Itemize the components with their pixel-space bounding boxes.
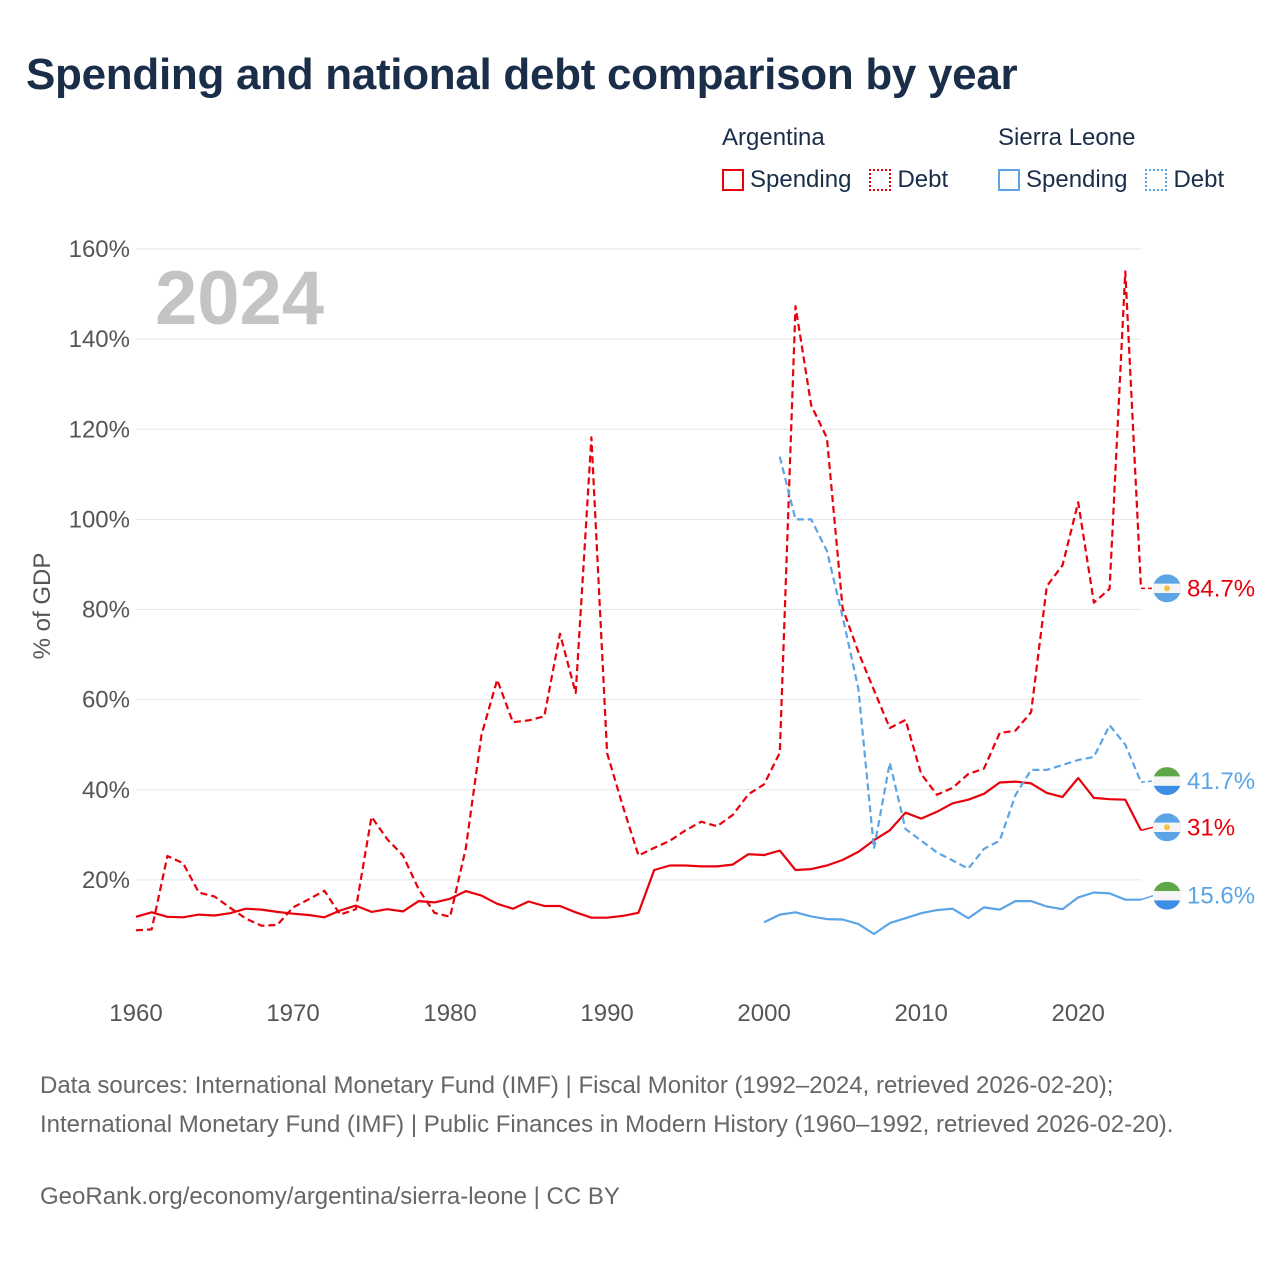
legend-label-sierra-leone-spending: Spending [1026, 166, 1128, 193]
x-tick-label: 1980 [423, 1000, 476, 1027]
y-tick-label: 60% [82, 687, 130, 714]
legend-sierra-leone-title: Sierra Leone [998, 124, 1136, 151]
legend-argentina: Argentina Spending Debt [722, 124, 966, 194]
legend-swatch-sierra-leone-spending [998, 169, 1020, 191]
end-label-connector [1140, 826, 1154, 832]
series-line-sierra-leone-debt[interactable] [778, 456, 1143, 870]
y-tick-label: 140% [69, 326, 130, 353]
year-watermark: 2024 [155, 256, 324, 341]
legend-sierra-leone-spending[interactable]: Spending [998, 166, 1127, 194]
argentina-flag-icon [1153, 574, 1181, 603]
legend-argentina-title: Argentina [722, 124, 825, 151]
sierra-leone-flag-icon [1153, 881, 1181, 910]
series-line-sierra-leone-spending[interactable] [763, 891, 1141, 936]
y-tick-label: 100% [69, 506, 130, 533]
legend-sierra-leone: Sierra Leone Spending Debt [998, 124, 1242, 194]
y-tick-label: 80% [82, 597, 130, 624]
y-tick-label: 160% [69, 236, 130, 263]
x-tick-label: 1970 [266, 1000, 319, 1027]
y-tick-label: 40% [82, 777, 130, 804]
y-tick-label: 20% [82, 867, 130, 894]
series-lines [135, 270, 1143, 936]
end-label-connector [1140, 894, 1154, 901]
end-value-label: 15.6% [1187, 883, 1255, 910]
legend-swatch-argentina-debt [869, 169, 892, 191]
legend-argentina-debt[interactable]: Debt [869, 166, 948, 194]
x-axis-ticks: 1960 1970 1980 1990 2000 2010 2020 [109, 1000, 1105, 1027]
legend-label-sierra-leone-debt: Debt [1173, 166, 1225, 193]
legend-label-argentina-spending: Spending [750, 166, 852, 193]
argentina-flag-icon [1153, 813, 1181, 842]
x-tick-label: 1960 [109, 1000, 162, 1027]
series-line-argentina-spending[interactable] [135, 776, 1142, 919]
legend-swatch-argentina-spending [722, 169, 744, 191]
legend-sierra-leone-debt[interactable]: Debt [1145, 166, 1224, 194]
sierra-leone-flag-icon [1153, 767, 1181, 796]
line-chart: 20% 40% 60% 80% 100% 120% 140% 160% 1960 1970 198… [29, 236, 1255, 1027]
x-tick-label: 2020 [1051, 1000, 1104, 1027]
end-labels: 31% 84.7% 15.6% 41.7% [1140, 574, 1255, 910]
x-tick-label: 1990 [580, 1000, 633, 1027]
end-value-label: 31% [1187, 814, 1235, 841]
end-value-label: 41.7% [1187, 768, 1255, 795]
legend-argentina-spending[interactable]: Spending [722, 166, 851, 194]
x-tick-label: 2010 [894, 1000, 947, 1027]
end-value-label: 84.7% [1187, 575, 1255, 602]
y-axis-label: % of GDP [29, 553, 56, 660]
y-tick-label: 120% [69, 416, 130, 443]
data-source-note: Data sources: International Monetary Fun… [40, 1072, 1174, 1138]
chart-title: Spending and national debt comparison by… [26, 50, 1018, 99]
legend-swatch-sierra-leone-debt [1145, 169, 1168, 191]
y-axis-ticks: 20% 40% 60% 80% 100% 120% 140% 160% [69, 236, 130, 894]
end-label-connector [1140, 780, 1154, 783]
series-line-argentina-debt[interactable] [135, 270, 1143, 932]
legend-label-argentina-debt: Debt [897, 166, 949, 193]
grid-lines [136, 248, 1141, 881]
x-tick-label: 2000 [737, 1000, 790, 1027]
credit-link[interactable]: GeoRank.org/economy/argentina/sierra-leo… [40, 1183, 620, 1210]
